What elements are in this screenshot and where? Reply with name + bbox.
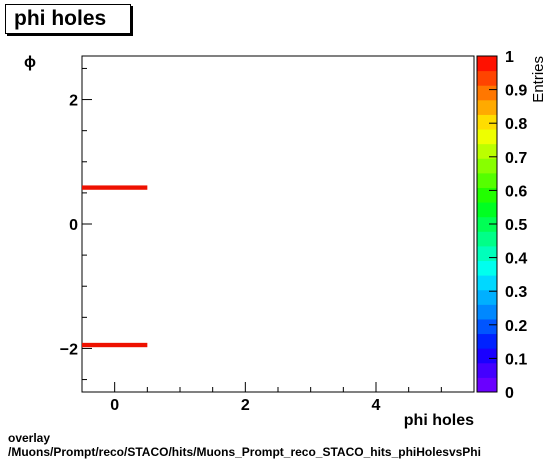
colorbar-band-2 [477,348,497,364]
colorbar-band-22 [477,56,497,72]
footer-path-label: /Muons/Prompt/reco/STACO/hits/Muons_Prom… [8,445,481,459]
colorbar-band-17 [477,129,497,145]
colorbar-tick-label-6: 0.6 [505,183,527,200]
colorbar-tick-label-1: 0.1 [505,351,527,368]
colorbar-band-6 [477,289,497,305]
y-tick-label-0: −2 [60,341,78,358]
colorbar-band-20 [477,85,497,101]
colorbar-band-19 [477,99,497,115]
colorbar-band-12 [477,202,497,218]
heatmap-cell-0 [82,185,148,190]
x-tick-label-1: 2 [241,397,250,414]
colorbar-band-4 [477,318,497,335]
colorbar-band-5 [477,304,497,320]
colorbar-band-21 [477,70,497,86]
colorbar-tick-label-10: 1 [505,49,514,66]
colorbar-band-16 [477,143,497,159]
colorbar-band-15 [477,158,497,174]
colorbar-band-13 [477,187,497,203]
colorbar-tick-label-4: 0.4 [505,251,527,268]
x-tick-label-0: 0 [110,397,119,414]
colorbar-band-7 [477,275,497,291]
colorbar-band-3 [477,333,497,349]
chart-title: phi holes [5,4,131,34]
colorbar-band-14 [477,172,497,188]
colorbar-title: Entries [530,56,546,103]
colorbar-tick-label-0: 0 [505,385,514,402]
colorbar-tick-label-7: 0.7 [505,150,527,167]
colorbar-tick-label-3: 0.3 [505,284,527,301]
colorbar-band-18 [477,114,497,130]
y-tick-label-2: 2 [69,93,78,110]
colorbar-band-8 [477,260,497,276]
colorbar-band-11 [477,216,497,232]
colorbar-band-1 [477,362,497,378]
plot-frame [81,55,475,393]
y-tick-label-1: 0 [69,217,78,234]
colorbar-band-0 [477,377,497,393]
y-axis-title: ϕ [24,54,36,71]
colorbar-tick-label-9: 0.9 [505,83,527,100]
colorbar-tick-label-2: 0.2 [505,318,527,335]
heatmap-cell-1 [82,342,148,348]
colorbar-band-10 [477,231,497,247]
footer-overlay-label: overlay [8,431,51,445]
colorbar-tick-label-5: 0.5 [505,217,527,234]
x-axis-title: phi holes [404,412,474,429]
colorbar-tick-label-8: 0.8 [505,116,527,133]
colorbar-band-9 [477,245,497,262]
x-tick-label-2: 4 [372,397,381,414]
